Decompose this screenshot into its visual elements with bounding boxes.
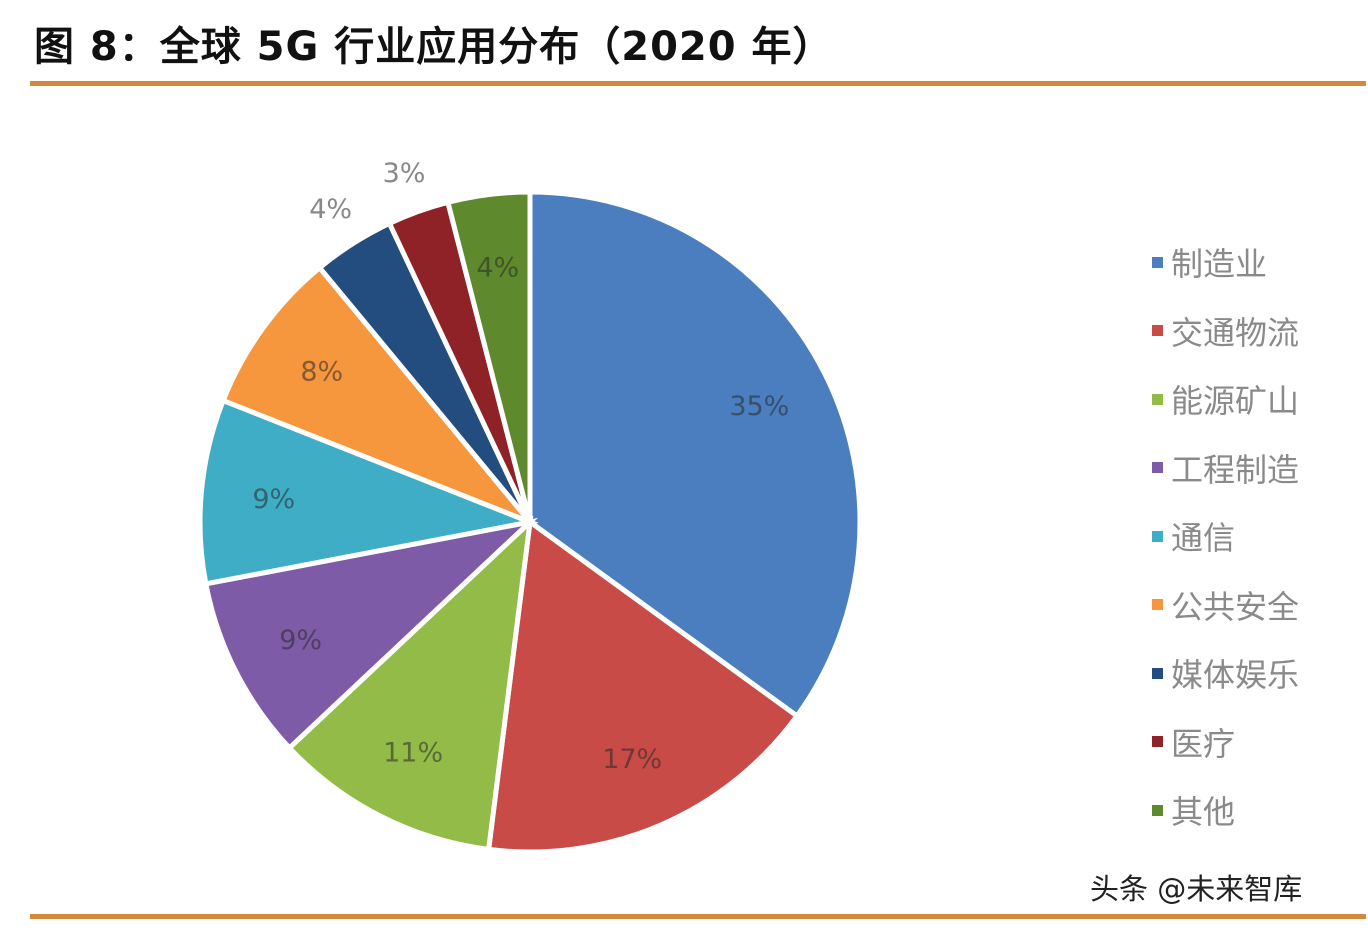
- pie-slice-1: [527, 189, 863, 720]
- legend-label: 公共安全: [1171, 587, 1300, 626]
- legend-item: 制造业: [1152, 228, 1299, 297]
- slice-label-8: 3%: [383, 158, 426, 189]
- legend-label: 医疗: [1171, 724, 1236, 763]
- legend-label: 制造业: [1171, 245, 1268, 284]
- slice-label-6: 8%: [300, 357, 343, 388]
- legend-item: 通信: [1152, 502, 1299, 571]
- legend-label: 媒体娱乐: [1171, 656, 1300, 695]
- legend-swatch-icon: [1152, 462, 1163, 474]
- slice-label-3: 11%: [383, 737, 443, 768]
- legend-swatch-icon: [1152, 804, 1163, 816]
- pie-slice-4: [202, 517, 538, 752]
- legend-swatch-icon: [1152, 530, 1163, 542]
- legend-label: 工程制造: [1171, 450, 1300, 489]
- legend-item: 医疗: [1152, 708, 1299, 777]
- slice-label-9: 4%: [476, 253, 519, 284]
- legend-swatch-icon: [1152, 256, 1163, 268]
- legend-swatch-icon: [1152, 393, 1163, 405]
- slice-label-2: 17%: [602, 744, 662, 775]
- legend-item: 其他: [1152, 776, 1299, 845]
- legend-item: 能源矿山: [1152, 365, 1299, 434]
- legend-swatch-icon: [1152, 667, 1163, 679]
- legend-item: 工程制造: [1152, 434, 1299, 503]
- watermark: 头条 @未来智库: [1090, 872, 1303, 906]
- top-divider: [30, 81, 1366, 86]
- chart-title: 图 8：全球 5G 行业应用分布（2020 年）: [34, 24, 834, 70]
- legend-item: 交通物流: [1152, 297, 1299, 366]
- legend-swatch-icon: [1152, 325, 1163, 337]
- legend-item: 媒体娱乐: [1152, 639, 1299, 708]
- legend-label: 其他: [1171, 793, 1236, 832]
- slice-label-7: 4%: [309, 194, 352, 225]
- legend-swatch-icon: [1152, 599, 1163, 611]
- chart-legend: 制造业交通物流能源矿山工程制造通信公共安全媒体娱乐医疗其他: [1152, 228, 1299, 845]
- legend-item: 公共安全: [1152, 571, 1299, 640]
- pie-slice-5: [197, 397, 539, 587]
- pie-slice-3: [285, 515, 534, 853]
- pie-slice-6: [219, 264, 532, 525]
- slice-label-1: 35%: [729, 391, 789, 422]
- legend-swatch-icon: [1152, 736, 1163, 748]
- slice-label-5: 9%: [252, 484, 295, 515]
- pie-slice-9: [444, 189, 533, 523]
- legend-label: 交通物流: [1171, 313, 1300, 352]
- pie-slice-2: [485, 517, 801, 855]
- bottom-divider: [30, 914, 1366, 919]
- legend-label: 能源矿山: [1171, 382, 1300, 421]
- slice-label-4: 9%: [279, 625, 322, 656]
- legend-label: 通信: [1171, 519, 1236, 558]
